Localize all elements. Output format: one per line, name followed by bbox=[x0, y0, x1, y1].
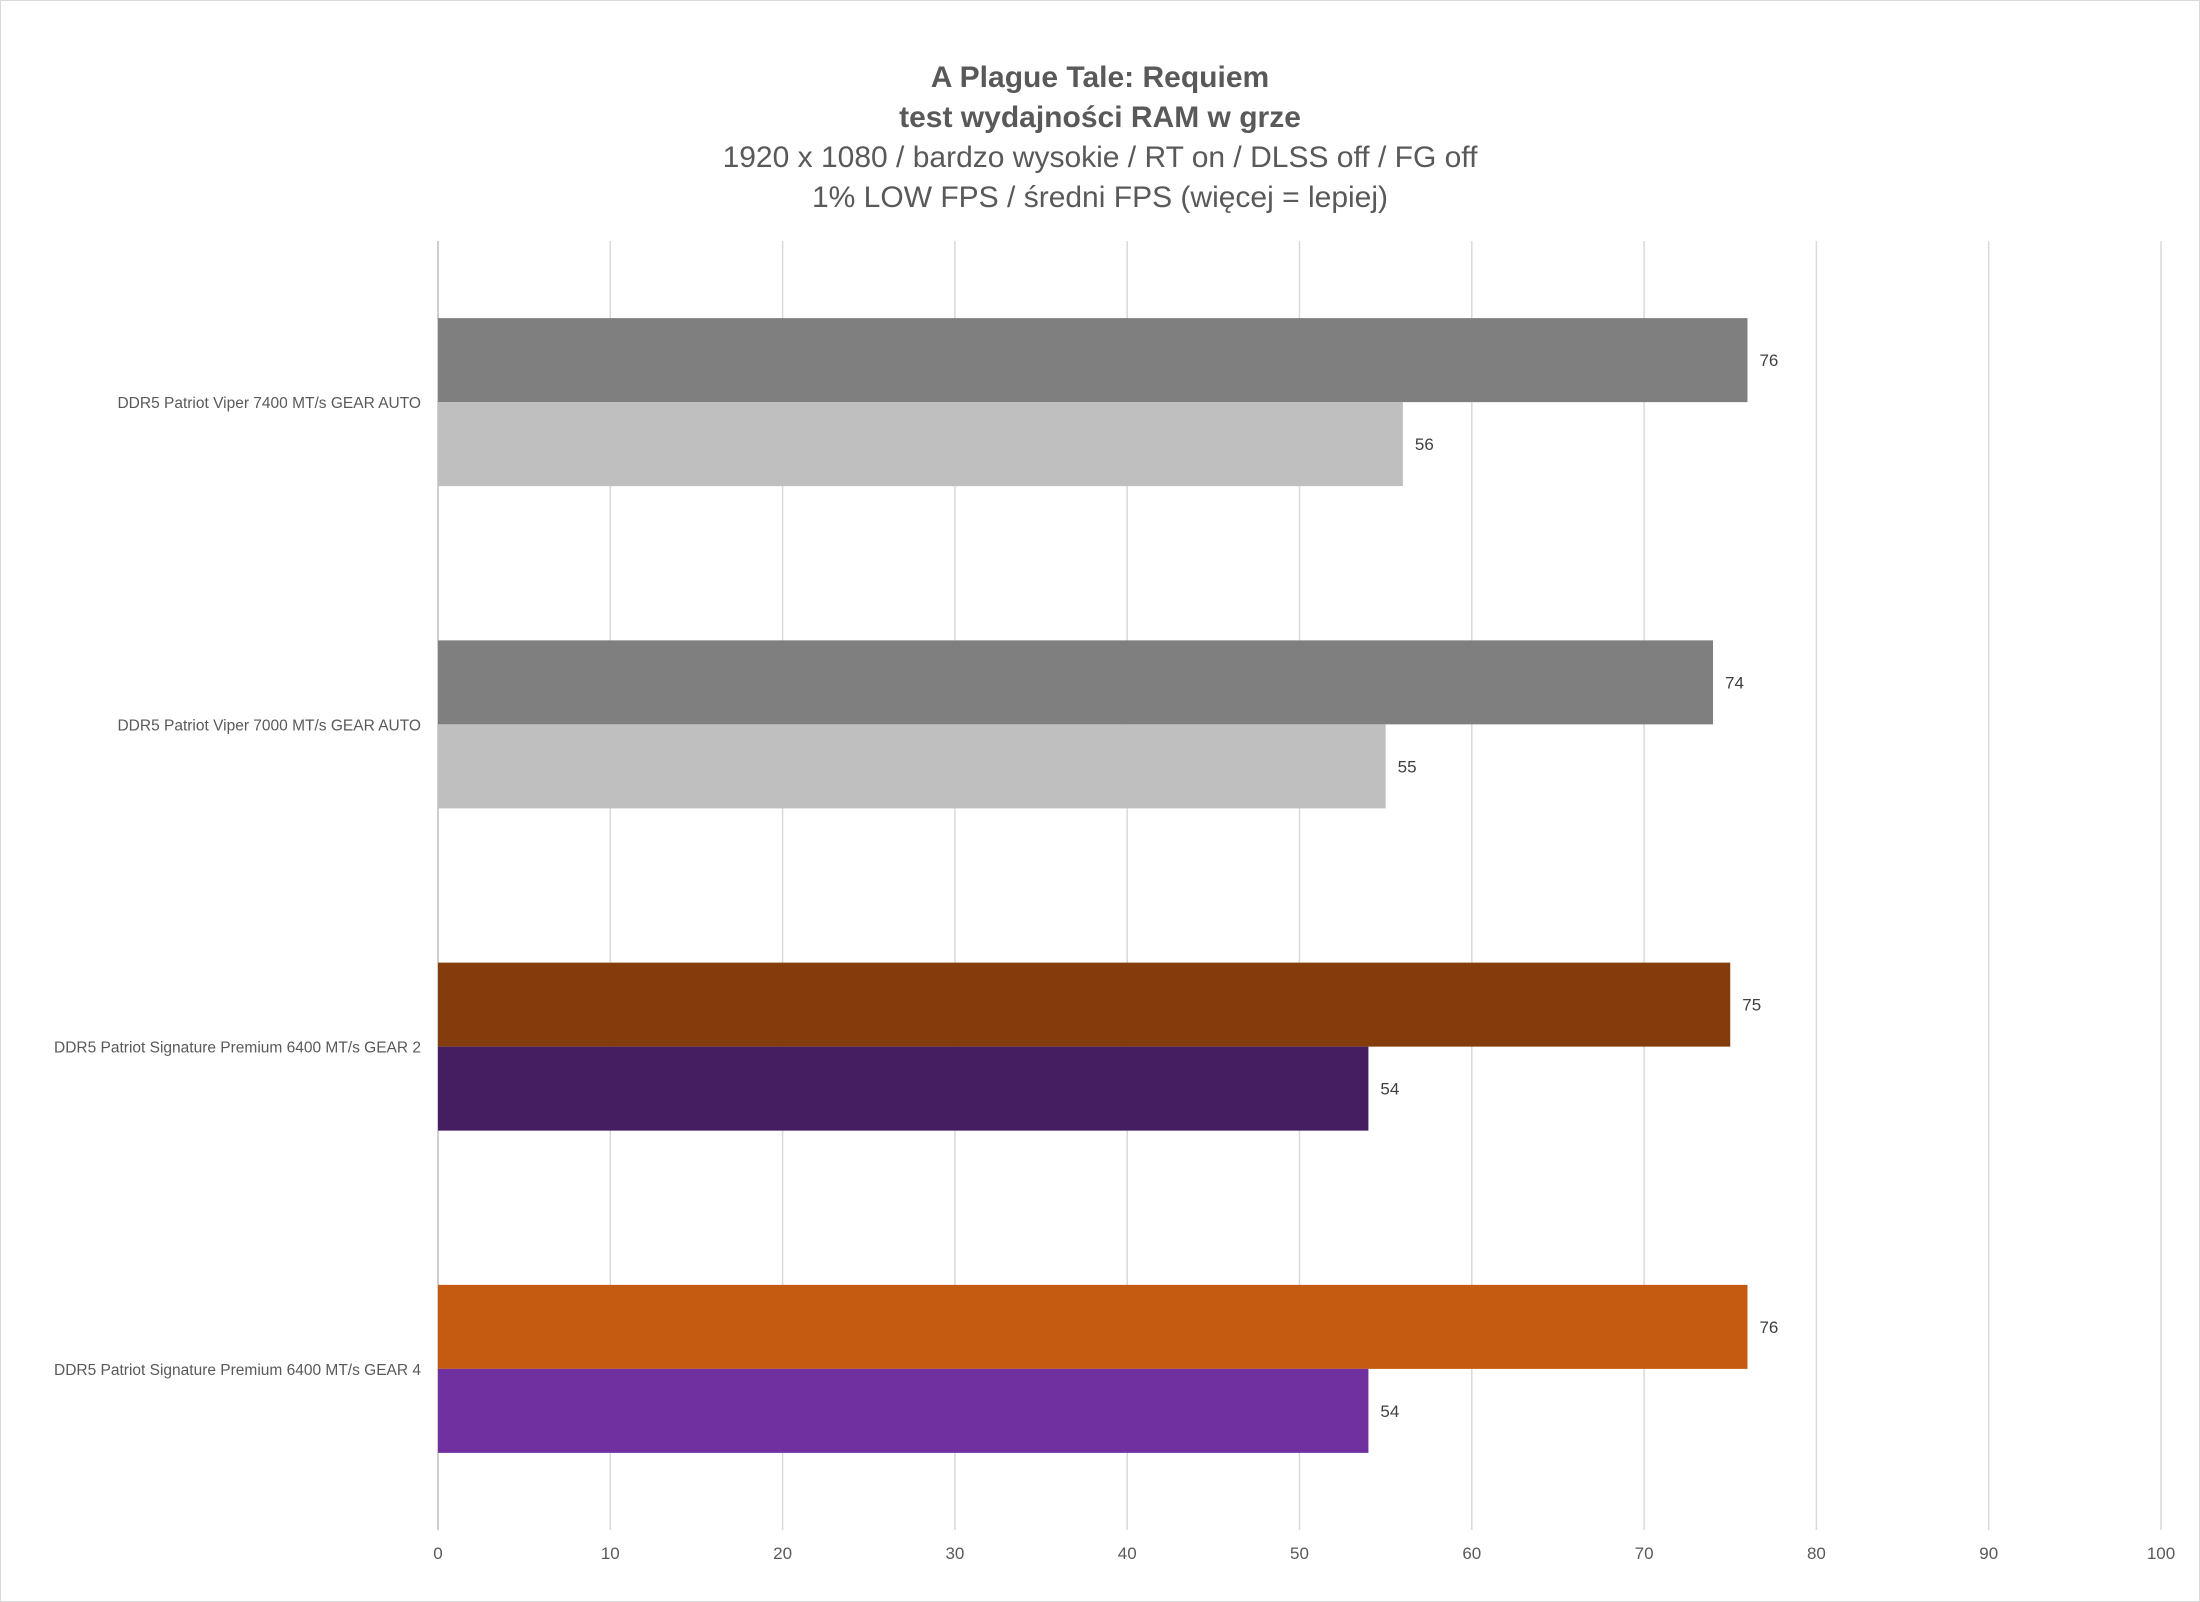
chart-subtitle-metric: 1% LOW FPS / średni FPS (więcej = lepiej… bbox=[811, 181, 1389, 214]
bar bbox=[438, 318, 1748, 403]
x-tick-label: 30 bbox=[945, 1544, 964, 1563]
x-tick-label: 50 bbox=[1290, 1544, 1309, 1563]
x-tick-label: 100 bbox=[2147, 1544, 2175, 1563]
x-tick-label: 80 bbox=[1807, 1544, 1826, 1563]
bar bbox=[438, 402, 1403, 487]
x-tick-label: 20 bbox=[773, 1544, 792, 1563]
data-label: 54 bbox=[1380, 1402, 1399, 1421]
category-label: DDR5 Patriot Viper 7000 MT/s GEAR AUTO bbox=[117, 717, 421, 734]
labels: 0 10 20 30 40 50 60 70 80 90 100 DDR5 Patriot Viper… bbox=[54, 351, 2175, 1563]
data-label: 74 bbox=[1725, 673, 1744, 692]
x-tick-label: 40 bbox=[1118, 1544, 1137, 1563]
category-label: DDR5 Patriot Signature Premium 6400 MT/s… bbox=[54, 1040, 421, 1057]
bar bbox=[438, 962, 1731, 1047]
data-label: 76 bbox=[1759, 1318, 1778, 1337]
data-label: 76 bbox=[1759, 351, 1778, 370]
data-label: 75 bbox=[1742, 996, 1761, 1015]
x-tick-label: 70 bbox=[1635, 1544, 1654, 1563]
x-tick-label: 90 bbox=[1979, 1544, 1998, 1563]
bar bbox=[438, 1046, 1369, 1131]
x-tick-label: 60 bbox=[1462, 1544, 1481, 1563]
x-tick-label: 10 bbox=[601, 1544, 620, 1563]
chart-subtitle-settings: 1920 x 1080 / bardzo wysokie / RT on / D… bbox=[722, 141, 1478, 174]
category-label: DDR5 Patriot Signature Premium 6400 MT/s… bbox=[54, 1362, 421, 1379]
category-label: DDR5 Patriot Viper 7400 MT/s GEAR AUTO bbox=[117, 395, 421, 412]
chart-title-block: A Plague Tale: Requiem test wydajności R… bbox=[0, 58, 2200, 218]
bar bbox=[438, 1284, 1748, 1369]
data-label: 54 bbox=[1380, 1080, 1399, 1099]
bar bbox=[438, 1368, 1369, 1453]
bar bbox=[438, 724, 1386, 809]
data-label: 56 bbox=[1415, 435, 1434, 454]
data-label: 55 bbox=[1398, 757, 1417, 776]
bars bbox=[438, 318, 1748, 1453]
bar bbox=[438, 640, 1714, 725]
chart-subtitle-bold: test wydajności RAM w grze bbox=[899, 101, 1301, 134]
chart-title: A Plague Tale: Requiem bbox=[930, 61, 1270, 94]
x-tick-label: 0 bbox=[433, 1544, 442, 1563]
